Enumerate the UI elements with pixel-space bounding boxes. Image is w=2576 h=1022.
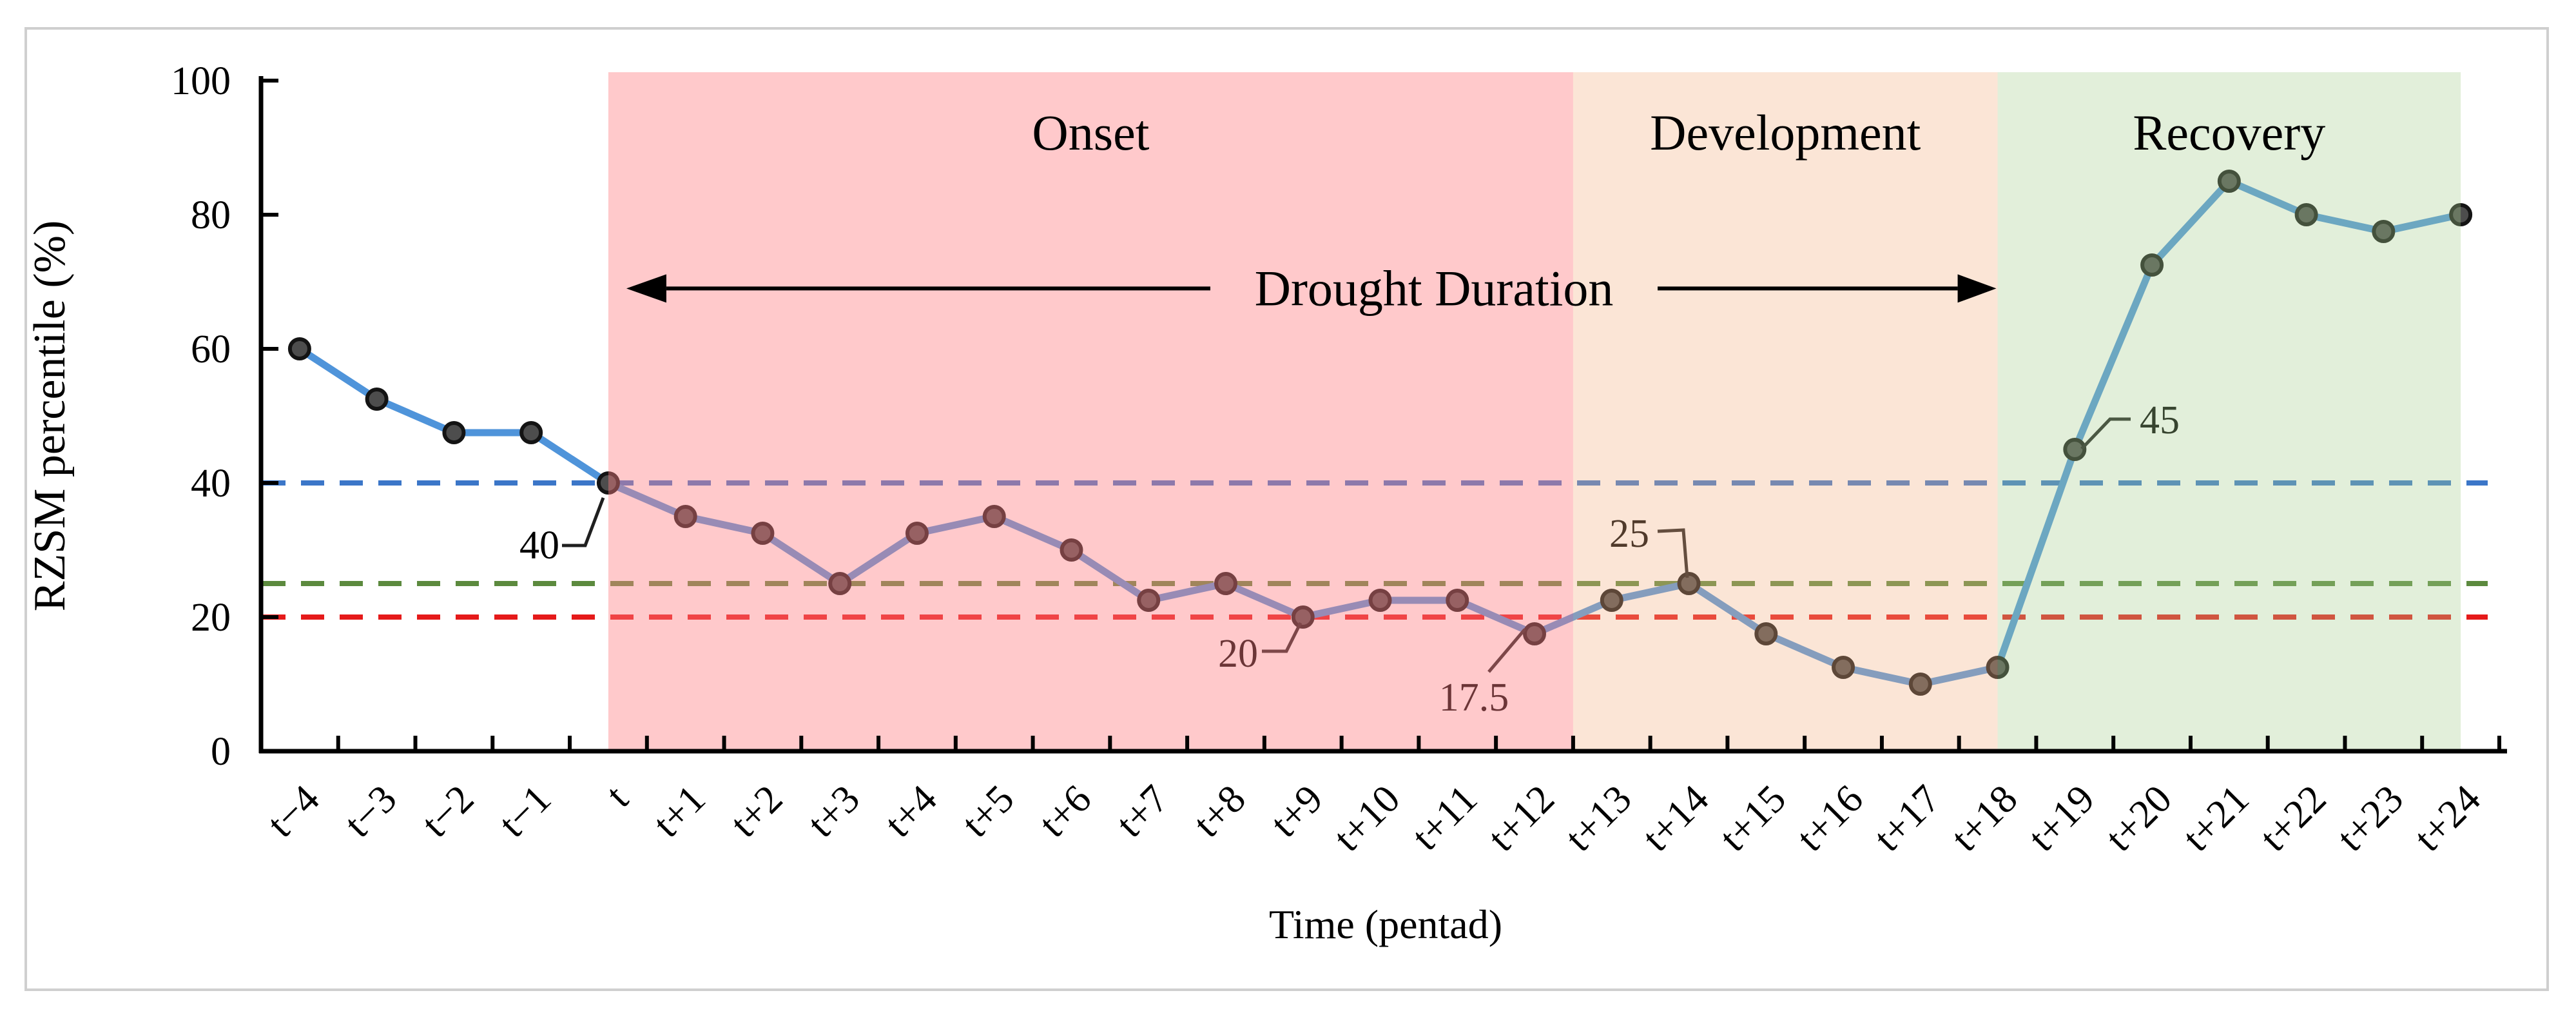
data-point-t+7 — [1137, 589, 1161, 612]
y-tick-label-40: 40 — [191, 462, 231, 506]
region-recovery — [1997, 72, 2461, 750]
figure-border — [24, 27, 2549, 991]
data-point-t−3 — [365, 388, 389, 411]
region-development — [1573, 72, 1998, 750]
y-axis-title: RZSM percentile (%) — [25, 221, 75, 611]
region-onset — [608, 72, 1573, 750]
data-point-t+17 — [1908, 673, 1932, 696]
annotation-value-t+14: 25 — [1609, 512, 1649, 556]
data-point-t — [596, 471, 620, 495]
threshold-lines — [262, 480, 2488, 620]
y-tick-label-80: 80 — [191, 193, 231, 237]
annotation-value-t+19: 45 — [2140, 398, 2180, 442]
data-point-t+21 — [2217, 170, 2241, 193]
data-point-t+16 — [1832, 656, 1855, 679]
data-point-t−4 — [287, 337, 311, 360]
annotation-leader-t+14 — [1657, 528, 1689, 578]
annotation-value-t: 40 — [519, 524, 559, 567]
data-point-t+1 — [673, 505, 697, 528]
data-point-t+14 — [1677, 572, 1701, 595]
right-arrowhead-icon — [1957, 274, 1997, 303]
data-point-t+11 — [1446, 589, 1469, 612]
annotation-leader-t — [562, 497, 605, 547]
chart-root: 40 20 17.5 25 45 Onset Development Recovery Drou… — [24, 27, 2549, 991]
data-point-t+9 — [1291, 605, 1315, 629]
data-point-t+22 — [2294, 203, 2318, 226]
drought-duration-label: Drought Duration — [1255, 260, 1614, 316]
annotation-value-t+12: 17.5 — [1439, 676, 1509, 720]
data-point-t+23 — [2372, 220, 2396, 243]
annotation-value-t+9: 20 — [1218, 632, 1258, 676]
data-point-t−2 — [442, 421, 466, 444]
y-tick-label-0: 0 — [211, 730, 231, 774]
data-point-t+20 — [2140, 253, 2164, 277]
y-tick-label-100: 100 — [171, 59, 231, 103]
data-point-t+3 — [828, 572, 852, 595]
data-point-t+10 — [1368, 589, 1392, 612]
data-point-t+2 — [751, 522, 775, 545]
data-point-t−1 — [519, 421, 543, 444]
data-point-t+8 — [1214, 572, 1237, 595]
series-rzsm-percentile — [287, 170, 2473, 696]
data-point-t+13 — [1600, 589, 1623, 612]
region-label-recovery: Recovery — [2133, 104, 2325, 161]
x-axis-title: Time (pentad) — [1269, 901, 1502, 947]
data-point-t+15 — [1754, 622, 1778, 645]
y-tick-label-60: 60 — [191, 328, 231, 371]
data-point-t+24 — [2449, 203, 2473, 226]
data-point-t+4 — [905, 522, 929, 545]
data-point-t+5 — [982, 505, 1006, 528]
region-label-onset: Onset — [1032, 104, 1149, 161]
data-point-t+19 — [2063, 438, 2087, 461]
annotation-leader-t+9 — [1262, 622, 1303, 653]
data-point-t+12 — [1523, 622, 1547, 645]
data-point-t+18 — [1986, 656, 2009, 679]
data-point-t+6 — [1060, 538, 1083, 562]
annotation-leader-t+19 — [2080, 417, 2131, 450]
region-label-development: Development — [1650, 104, 1921, 161]
point-annotations: 40 20 17.5 25 45 — [519, 398, 2180, 720]
left-arrowhead-icon — [626, 274, 666, 303]
drought-duration-annotation: Drought Duration — [626, 260, 1997, 316]
phase-regions: Onset Development Recovery — [608, 72, 2461, 750]
y-tick-label-20: 20 — [191, 596, 231, 640]
annotation-leader-t+12 — [1487, 628, 1526, 673]
